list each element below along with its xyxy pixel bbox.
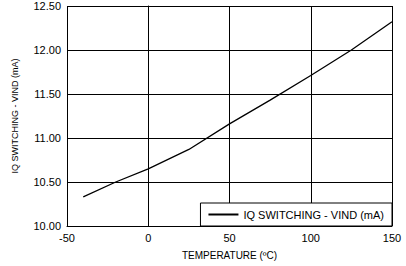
svg-text:TEMPERATURE (ºC): TEMPERATURE (ºC)	[182, 250, 277, 261]
svg-text:50: 50	[223, 232, 235, 244]
svg-text:IQ SWITCHING - VIND (mA): IQ SWITCHING - VIND (mA)	[243, 209, 384, 221]
svg-text:12.00: 12.00	[33, 44, 61, 56]
svg-text:0: 0	[145, 232, 151, 244]
svg-text:12.50: 12.50	[33, 0, 61, 12]
svg-text:10.00: 10.00	[33, 220, 61, 232]
svg-text:-50: -50	[59, 232, 75, 244]
svg-text:150: 150	[383, 232, 401, 244]
svg-text:11.50: 11.50	[34, 88, 61, 100]
svg-text:10.50: 10.50	[33, 176, 61, 188]
svg-text:11.00: 11.00	[34, 132, 61, 144]
svg-text:100: 100	[302, 232, 320, 244]
svg-text:IQ SWITCHING - VIND (mA): IQ SWITCHING - VIND (mA)	[10, 59, 20, 174]
